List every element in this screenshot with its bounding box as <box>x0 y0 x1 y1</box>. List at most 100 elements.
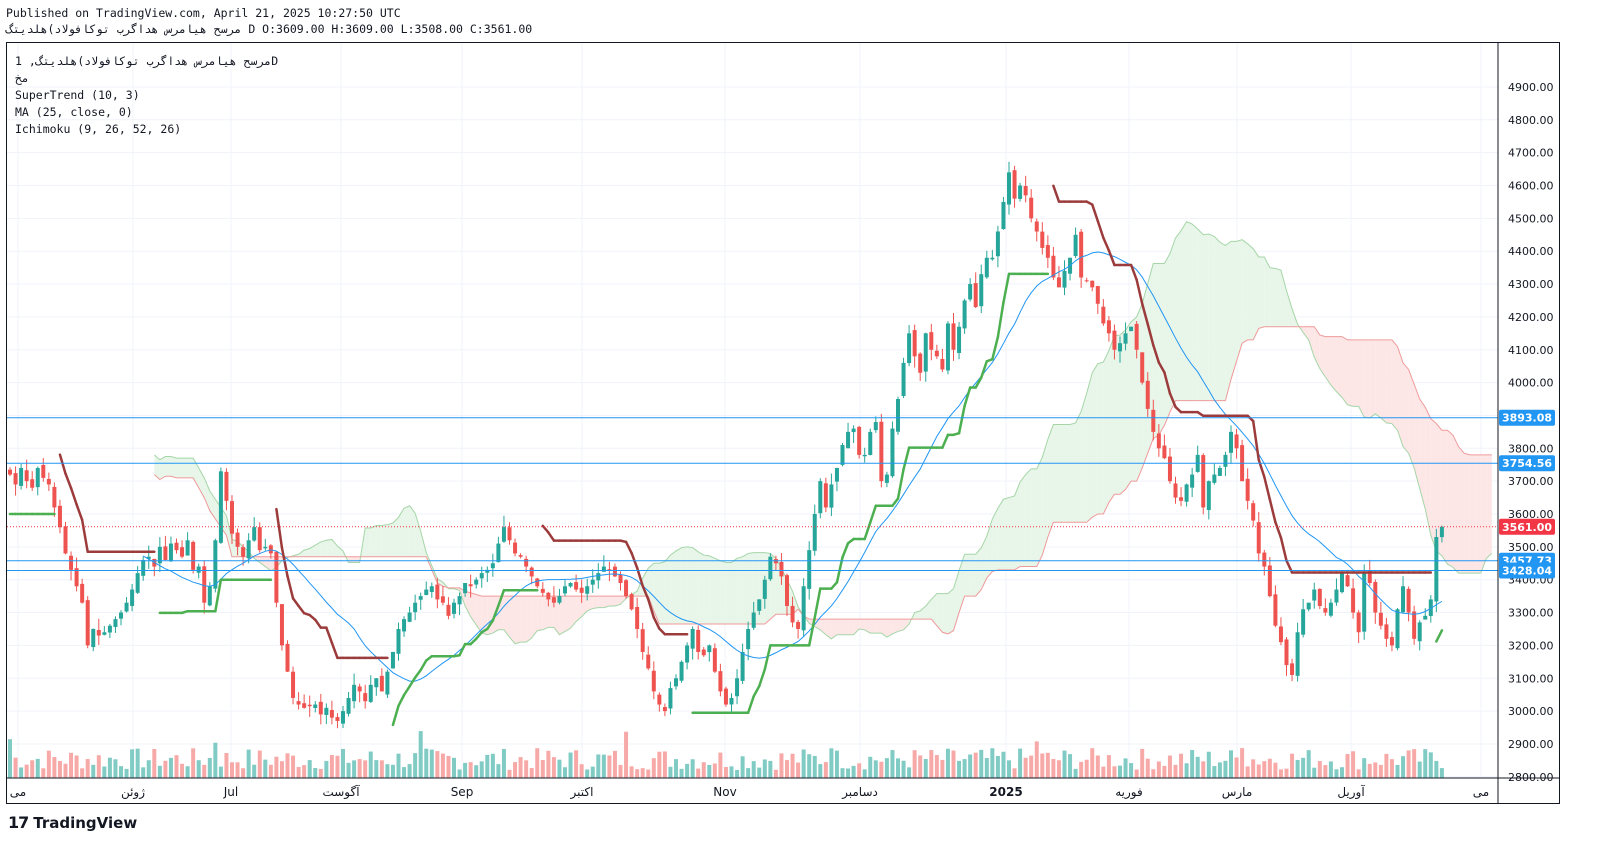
candle-body <box>1156 433 1161 449</box>
ichimoku-cloud <box>1203 233 1209 401</box>
candle-body <box>674 678 678 687</box>
candle-body <box>1290 663 1295 675</box>
volume-bar <box>524 760 529 778</box>
legend-ichimoku[interactable]: Ichimoku (9, 26, 52, 26) <box>15 122 182 136</box>
volume-bar <box>35 758 40 778</box>
volume-bar <box>979 749 984 778</box>
volume-bar <box>540 759 545 778</box>
volume-bar <box>735 769 740 778</box>
y-tick-label: 2800.00 <box>1508 771 1554 784</box>
candle-body <box>651 670 656 692</box>
ichimoku-cloud <box>370 525 377 557</box>
volume-bar <box>285 753 290 778</box>
candle-body <box>157 546 162 564</box>
volume-bar <box>452 757 456 778</box>
supertrend-line <box>1246 414 1255 423</box>
ichimoku-cloud <box>1264 256 1270 327</box>
volume-bar <box>390 764 395 778</box>
volume-bar <box>1428 752 1433 778</box>
volume-bar <box>435 751 440 778</box>
volume-bar <box>923 759 928 778</box>
volume-bar <box>790 753 795 778</box>
candle-body <box>1090 280 1095 288</box>
volume-bar <box>834 750 839 778</box>
candle-body <box>263 546 268 549</box>
volume-bar <box>1201 761 1206 778</box>
ichimoku-cloud <box>831 619 837 639</box>
ichimoku-cloud <box>975 547 982 597</box>
ichimoku-cloud <box>409 505 416 557</box>
ichimoku-cloud <box>1325 336 1331 386</box>
volume-bar <box>740 756 745 778</box>
ichimoku-cloud <box>1164 253 1170 426</box>
volume-bar <box>823 762 828 778</box>
ichimoku-cloud <box>570 596 577 629</box>
ichimoku-cloud <box>1075 411 1082 523</box>
volume-bar <box>80 768 85 778</box>
candle-body <box>557 596 562 603</box>
candle-body <box>185 540 190 556</box>
supertrend-line <box>869 504 878 524</box>
candle-body <box>612 566 617 577</box>
volume-bar <box>1362 758 1367 778</box>
candle-body <box>945 323 950 371</box>
ichimoku-cloud <box>354 556 360 563</box>
candle-body <box>1423 615 1428 620</box>
volume-bar <box>485 754 490 778</box>
candle-body <box>901 362 906 396</box>
ichimoku-cloud <box>992 508 998 572</box>
volume-bar <box>1345 753 1350 778</box>
candle-body <box>1340 573 1344 593</box>
candle-body <box>518 555 523 557</box>
ichimoku-cloud <box>182 458 188 478</box>
price-label-text: 3428.04 <box>1502 564 1552 577</box>
ichimoku-cloud <box>1486 454 1492 559</box>
y-tick-label: 4200.00 <box>1508 311 1554 324</box>
volume-bar <box>1179 753 1184 778</box>
volume-bar <box>63 763 68 778</box>
volume-bar <box>57 760 62 778</box>
volume-bar <box>1278 769 1283 778</box>
chart-pane[interactable] <box>6 42 1560 804</box>
volume-bar <box>318 768 323 778</box>
supertrend-line <box>763 644 772 671</box>
volume-bar <box>1273 762 1278 778</box>
volume-bar <box>1373 762 1378 778</box>
volume-bar <box>563 767 567 778</box>
y-tick-label: 2900.00 <box>1508 738 1554 751</box>
candle-body <box>174 542 179 551</box>
volume-bar <box>74 755 79 778</box>
ichimoku-cloud <box>970 554 976 597</box>
candle-body <box>973 283 978 308</box>
supertrend-line <box>647 598 656 619</box>
ichimoku-cloud <box>659 561 665 625</box>
candle-body <box>912 330 917 357</box>
candle-body <box>385 671 390 695</box>
candle-body <box>1334 589 1339 603</box>
supertrend-line <box>64 472 73 490</box>
legend-supertrend[interactable]: SuperTrend (10, 3) <box>15 88 140 102</box>
volume-bar <box>213 742 218 778</box>
ichimoku-cloud <box>1347 339 1354 407</box>
volume-bar <box>191 748 196 778</box>
candle-body <box>840 445 845 465</box>
supertrend-line <box>1268 498 1277 524</box>
volume-bar <box>496 764 501 778</box>
ichimoku-cloud <box>1208 233 1215 401</box>
volume-bar <box>168 757 173 778</box>
supertrend-line <box>1174 405 1183 414</box>
ichimoku-cloud <box>404 505 410 557</box>
ichimoku-cloud <box>1214 236 1220 401</box>
volume-bar <box>535 748 540 778</box>
candle-body <box>1012 170 1017 199</box>
ichimoku-cloud <box>398 508 405 557</box>
legend-ma[interactable]: MA (25, close, 0) <box>15 105 133 119</box>
volume-bar <box>474 765 479 778</box>
tradingview-logo[interactable]: 17 TradingView <box>8 813 137 832</box>
candle-body <box>13 473 18 485</box>
supertrend-line <box>1107 249 1116 267</box>
volume-bar <box>1184 763 1189 778</box>
ichimoku-cloud <box>1247 243 1254 340</box>
y-tick-label: 3000.00 <box>1508 705 1554 718</box>
